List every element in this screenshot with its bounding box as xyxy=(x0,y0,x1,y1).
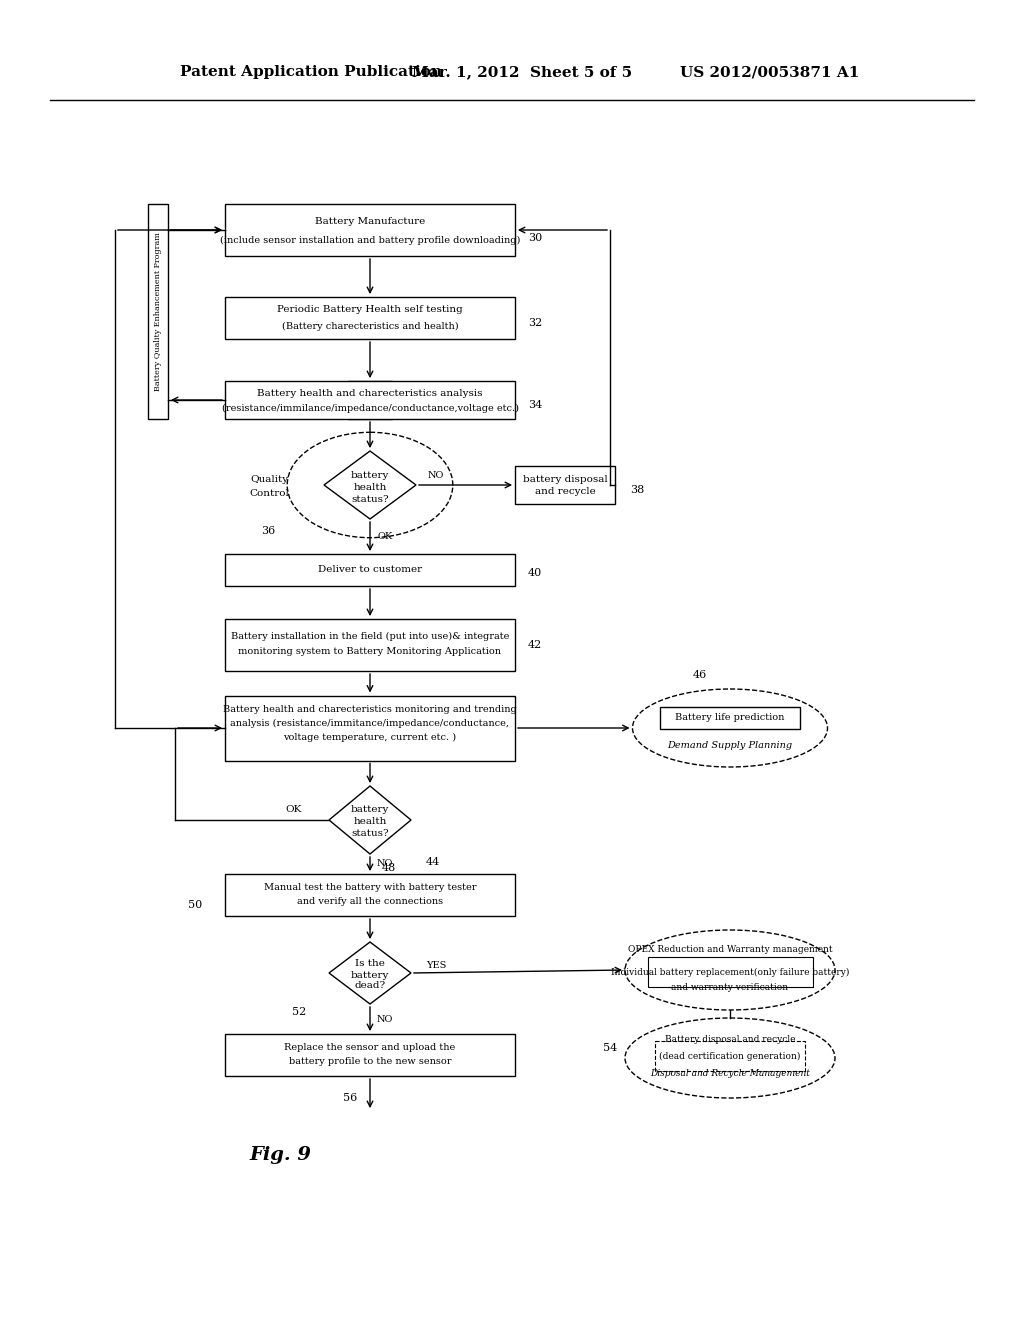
Bar xyxy=(148,205,168,418)
Polygon shape xyxy=(329,942,411,1005)
Text: analysis (resistance/immitance/impedance/conductance,: analysis (resistance/immitance/impedance… xyxy=(230,718,510,727)
Text: 38: 38 xyxy=(630,484,644,495)
Text: Control: Control xyxy=(249,488,289,498)
Ellipse shape xyxy=(633,689,827,767)
Bar xyxy=(660,708,800,729)
Text: Demand Supply Planning: Demand Supply Planning xyxy=(668,742,793,751)
Text: Battery installation in the field (put into use)& integrate: Battery installation in the field (put i… xyxy=(230,631,509,640)
Polygon shape xyxy=(324,451,416,519)
Text: YES: YES xyxy=(426,961,446,969)
Text: Replace the sensor and upload the: Replace the sensor and upload the xyxy=(285,1044,456,1052)
Text: Battery life prediction: Battery life prediction xyxy=(675,714,784,722)
Text: Battery Manufacture: Battery Manufacture xyxy=(314,218,425,227)
Text: 48: 48 xyxy=(382,863,396,873)
Ellipse shape xyxy=(625,931,835,1010)
Bar xyxy=(647,957,812,987)
Text: battery disposal: battery disposal xyxy=(522,474,607,483)
Text: NO: NO xyxy=(428,470,444,479)
Text: NO: NO xyxy=(377,859,393,869)
Text: Disposal and Recycle Management: Disposal and Recycle Management xyxy=(650,1069,810,1078)
Text: battery: battery xyxy=(351,470,389,479)
Text: Battery health and charecteristics monitoring and trending: Battery health and charecteristics monit… xyxy=(223,705,517,714)
Text: OK: OK xyxy=(286,805,302,814)
Text: Battery Quality Enhancement Program: Battery Quality Enhancement Program xyxy=(154,232,162,391)
Bar xyxy=(655,1041,805,1071)
Bar xyxy=(348,381,392,418)
Text: Battery health and charecteristics analysis: Battery health and charecteristics analy… xyxy=(257,388,482,397)
Bar xyxy=(515,466,615,504)
Text: 34: 34 xyxy=(528,400,542,411)
Text: US 2012/0053871 A1: US 2012/0053871 A1 xyxy=(680,65,859,79)
Ellipse shape xyxy=(625,1018,835,1098)
Bar xyxy=(225,696,515,760)
Text: 56: 56 xyxy=(343,1093,357,1104)
Text: 36: 36 xyxy=(261,525,275,536)
Text: Mar. 1, 2012  Sheet 5 of 5: Mar. 1, 2012 Sheet 5 of 5 xyxy=(412,65,632,79)
Text: NO: NO xyxy=(377,1015,393,1023)
Text: Patent Application Publication: Patent Application Publication xyxy=(180,65,442,79)
Text: 54: 54 xyxy=(603,1043,617,1053)
Text: (Battery charecteristics and health): (Battery charecteristics and health) xyxy=(282,322,459,330)
Text: Deliver to customer: Deliver to customer xyxy=(317,565,422,574)
Text: 40: 40 xyxy=(528,568,542,578)
Text: battery profile to the new sensor: battery profile to the new sensor xyxy=(289,1057,452,1067)
Bar xyxy=(225,554,515,586)
Text: and warranty verification: and warranty verification xyxy=(672,983,788,993)
Text: health: health xyxy=(353,483,387,491)
Text: (dead certification generation): (dead certification generation) xyxy=(659,1052,801,1060)
Text: (resistance/immilance/impedance/conductance,voltage etc.): (resistance/immilance/impedance/conducta… xyxy=(221,404,518,413)
Text: 44: 44 xyxy=(426,857,440,867)
Text: Quality: Quality xyxy=(250,475,288,484)
Text: Is the: Is the xyxy=(355,958,385,968)
Text: Fig. 9: Fig. 9 xyxy=(249,1146,311,1164)
Bar xyxy=(225,205,515,256)
Text: dead?: dead? xyxy=(354,982,386,990)
Text: battery: battery xyxy=(351,805,389,814)
Bar xyxy=(225,874,515,916)
Text: status?: status? xyxy=(351,829,389,838)
Text: 32: 32 xyxy=(528,318,542,327)
Text: voltage temperature, current etc. ): voltage temperature, current etc. ) xyxy=(284,733,457,742)
Text: status?: status? xyxy=(351,495,389,503)
Text: Periodic Battery Health self testing: Periodic Battery Health self testing xyxy=(278,305,463,314)
Text: battery: battery xyxy=(351,970,389,979)
Text: OK: OK xyxy=(378,532,392,541)
Text: OPEX Reduction and Warranty management: OPEX Reduction and Warranty management xyxy=(628,945,833,954)
Text: 50: 50 xyxy=(187,900,202,909)
Text: Manual test the battery with battery tester: Manual test the battery with battery tes… xyxy=(264,883,476,892)
Text: 42: 42 xyxy=(528,640,542,649)
Text: and verify all the connections: and verify all the connections xyxy=(297,898,443,907)
Text: monitoring system to Battery Monitoring Application: monitoring system to Battery Monitoring … xyxy=(239,647,502,656)
Text: 52: 52 xyxy=(292,1007,306,1016)
Bar xyxy=(225,381,515,418)
Text: and recycle: and recycle xyxy=(535,487,595,496)
Text: (include sensor installation and battery profile downloading): (include sensor installation and battery… xyxy=(220,235,520,244)
Text: Individual battery replacement(only failure battery): Individual battery replacement(only fail… xyxy=(610,968,849,977)
Bar xyxy=(225,297,515,339)
Text: 30: 30 xyxy=(528,234,542,243)
Polygon shape xyxy=(329,785,411,854)
Text: health: health xyxy=(353,817,387,826)
Text: Battery disposal and recycle: Battery disposal and recycle xyxy=(665,1035,796,1044)
Bar xyxy=(225,1034,515,1076)
Bar xyxy=(225,619,515,671)
Text: 46: 46 xyxy=(693,671,708,680)
Ellipse shape xyxy=(287,433,453,537)
